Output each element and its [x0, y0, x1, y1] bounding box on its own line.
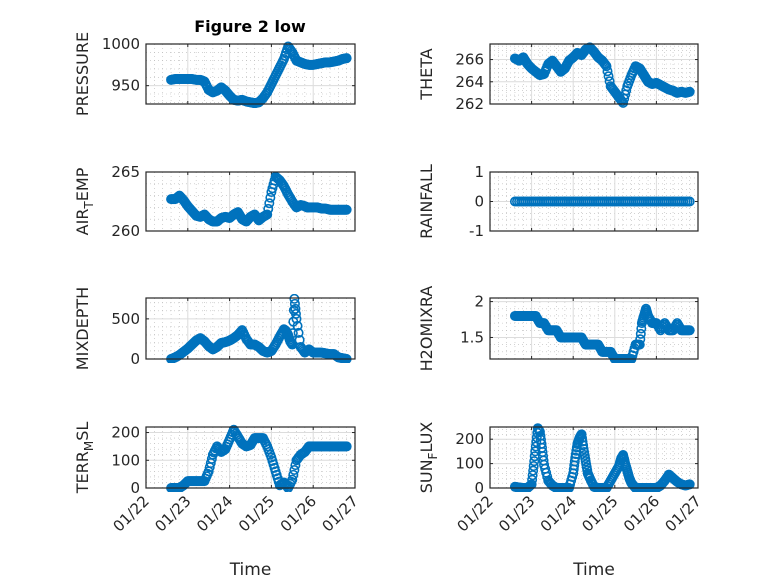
y-tick-label: 100	[455, 455, 484, 473]
series-rainfall	[509, 196, 695, 207]
data-point	[341, 441, 352, 452]
data-point-interp	[600, 59, 611, 70]
series-theta	[509, 42, 695, 108]
data-point-interp	[603, 71, 614, 82]
data-point-interp	[525, 480, 536, 491]
data-point	[289, 294, 300, 304]
axes-box	[145, 297, 356, 360]
axes-box	[489, 171, 699, 232]
y-axis-label: MIXDEPTH	[73, 287, 92, 370]
data-point-interp	[569, 456, 580, 467]
data-point-interp	[287, 328, 298, 339]
y-axis-label: TERRMSL	[73, 422, 96, 495]
data-point-interp	[293, 327, 304, 338]
y-tick-label: -1	[469, 222, 484, 240]
data-point-interp	[527, 474, 538, 485]
y-tick-label: 500	[111, 310, 140, 328]
data-point-interp	[527, 470, 538, 481]
y-axis-label: SUNFLUX	[417, 422, 440, 494]
y-tick-label: 1.5	[460, 328, 484, 346]
series-sun_flux	[509, 423, 695, 492]
data-point-interp	[529, 456, 540, 467]
y-tick-label: 264	[455, 73, 484, 91]
data-point-interp	[577, 432, 588, 443]
data-point-interp	[263, 203, 274, 214]
subplot-mixdepth: 0 500 MIXDEPTH	[73, 287, 356, 370]
data-point-interp	[524, 481, 535, 492]
subplot-pressure: 950 1000 PRESSURE	[73, 32, 356, 116]
data-point	[287, 474, 298, 485]
data-point-interp	[290, 308, 301, 319]
y-tick-label: 950	[111, 77, 140, 95]
plot-area	[146, 44, 355, 104]
data-point	[262, 209, 273, 220]
y-tick-label: 1	[474, 163, 484, 181]
series-mixdepth	[166, 294, 352, 363]
data-point-interp	[206, 453, 217, 464]
data-point-interp	[602, 66, 613, 77]
axes-box	[489, 426, 699, 489]
series-air_temp	[166, 171, 352, 227]
data-point-interp	[578, 440, 589, 451]
axes-box	[145, 171, 356, 232]
y-axis-label: AIRTEMP	[73, 167, 96, 235]
y-axis-label: PRESSURE	[73, 32, 92, 116]
axes-box	[489, 297, 699, 360]
y-tick-label: 200	[455, 430, 484, 448]
y-axis-label: RAINFALL	[417, 164, 436, 239]
data-point-interp	[289, 464, 300, 475]
data-point-interp	[577, 436, 588, 447]
data-point-interp	[264, 198, 275, 209]
y-tick-label: 0	[130, 350, 140, 368]
data-point-interp	[635, 334, 646, 345]
axes-box	[489, 43, 699, 105]
data-point	[634, 339, 645, 350]
x-axis-label: Time	[229, 560, 272, 580]
data-point	[684, 86, 695, 97]
subplot-h2omixra: 1.5 2 H2OMIXRA	[417, 286, 699, 372]
y-tick-label: 262	[455, 95, 484, 113]
data-point	[684, 325, 695, 336]
data-point-interp	[528, 465, 539, 476]
axes-box	[145, 43, 356, 105]
data-point	[341, 204, 352, 215]
y-tick-label: 200	[111, 424, 140, 442]
y-tick-label: 2	[474, 293, 484, 311]
data-point	[291, 313, 302, 324]
data-point-interp	[292, 320, 303, 331]
y-tick-label: 0	[130, 479, 140, 497]
subplot-air_temp: 260 265 AIRTEMP	[73, 163, 356, 240]
y-axis-label: THETA	[417, 48, 436, 100]
data-point-interp	[288, 469, 299, 480]
data-point-interp	[636, 323, 647, 334]
axes-box	[145, 426, 356, 489]
y-tick-label: 0	[474, 193, 484, 211]
subplot-theta: 262 264 266 THETA	[417, 42, 699, 113]
data-point-interp	[289, 298, 300, 309]
data-point	[530, 441, 541, 452]
data-point-interp	[621, 85, 632, 96]
data-point	[576, 429, 587, 440]
subplot-rainfall: -1 0 1 RAINFALL	[417, 163, 699, 240]
data-point	[341, 53, 352, 64]
y-tick-label: 100	[111, 451, 140, 469]
x-axis-label: Time	[572, 560, 615, 580]
y-tick-label: 1000	[102, 35, 140, 53]
y-tick-label: 260	[111, 222, 140, 240]
chart-title: Figure 2 low	[194, 17, 306, 36]
y-tick-label: 266	[455, 51, 484, 69]
data-point-interp	[265, 192, 276, 203]
data-point	[684, 196, 695, 207]
y-tick-label: 0	[474, 479, 484, 497]
data-point	[601, 61, 612, 72]
data-point-interp	[635, 328, 646, 339]
data-point-interp	[290, 303, 301, 314]
y-tick-label: 265	[111, 163, 140, 181]
data-point	[528, 461, 539, 472]
y-axis-label: H2OMIXRA	[417, 286, 436, 372]
